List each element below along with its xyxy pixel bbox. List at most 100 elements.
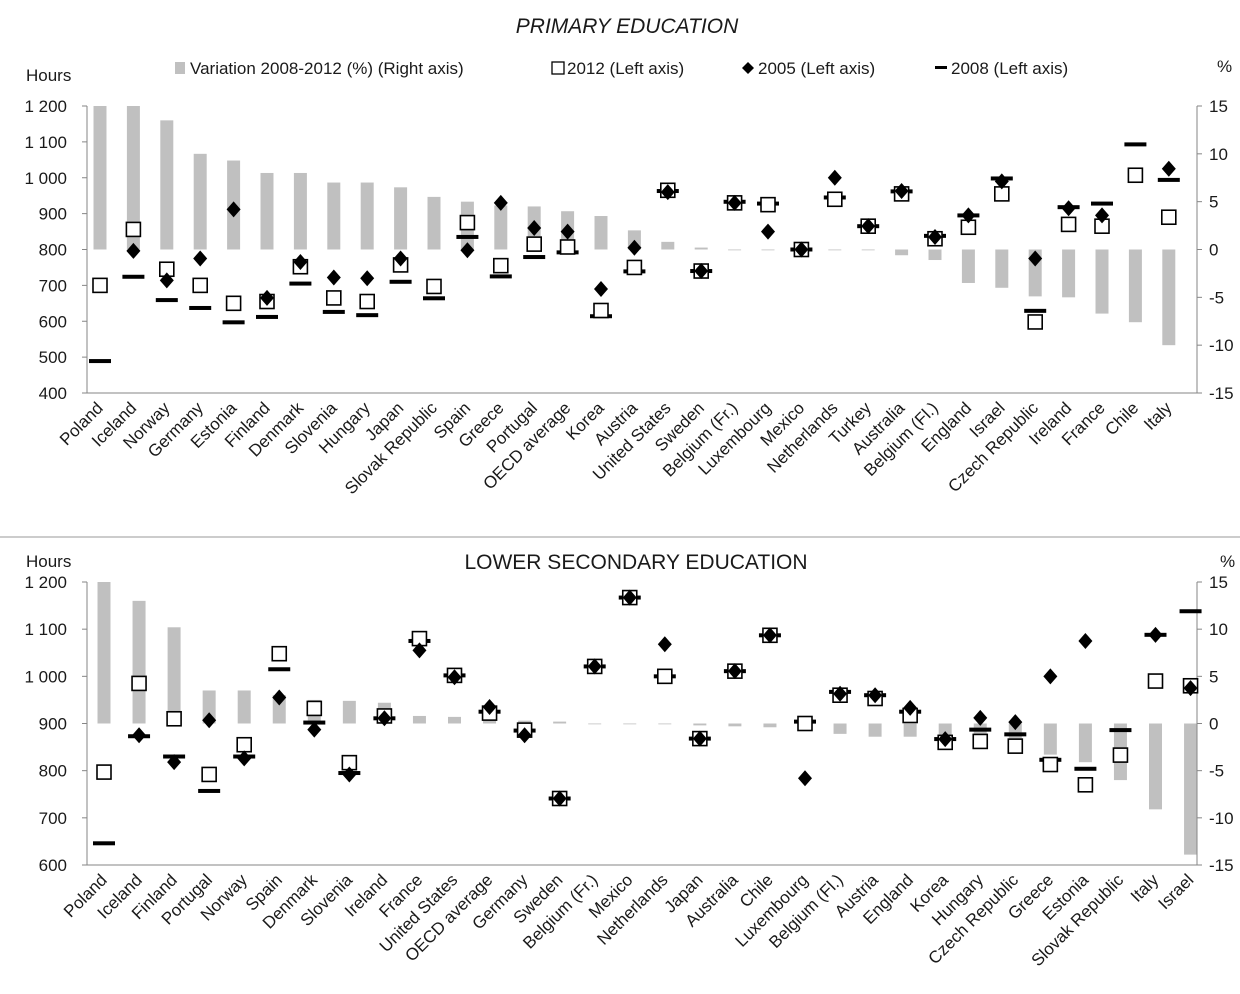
lower-square-portugal [201,766,217,783]
primary-diamond-belgium-fr [727,194,742,211]
lower-right-tick-label: -5 [1209,762,1224,781]
lower-square-norway [236,736,252,753]
primary-bar-united-states [661,241,675,250]
primary-left-tick-label: 1 000 [24,169,67,188]
lower-square-estonia [1077,777,1094,793]
primary-bar-belgium-fl [928,249,942,261]
primary-bar-israel [995,249,1009,288]
lower-bar-belgium-fr [588,723,602,725]
primary-series-square [92,167,1177,330]
lower-diamond-mexico [622,589,637,606]
primary-dash-estonia [222,320,245,325]
primary-diamond-denmark [293,254,308,271]
lower-dash-spain [268,667,291,672]
primary-diamond-england [961,207,976,224]
primary-dash-iceland [122,274,145,279]
lower-bar-united-states [448,716,461,724]
lower-series-diamond [132,589,1198,807]
primary-square-portugal [526,236,543,252]
primary-diamond-spain [460,242,475,259]
lower-diamond-japan [692,730,707,747]
primary-diamond-australia [894,183,909,200]
primary-diamond-korea [594,280,608,297]
primary-diamond-estonia [226,201,241,218]
primary-square-estonia [225,295,242,312]
lower-diamond-netherlands [657,636,672,653]
primary-dash-slovak-republic [423,296,445,301]
lower-bar-poland [97,582,111,724]
primary-diamond-mexico [794,241,809,258]
primary-diamond-israel [994,173,1009,190]
lower-dash-portugal [198,788,221,793]
lower-square-greece [1042,756,1059,773]
chart-legend: Variation 2008-2012 (%) (Right axis) 2012… [175,59,1068,78]
lower-secondary-chart-title: LOWER SECONDARY EDUCATION [464,551,807,574]
primary-bar-ireland [1062,249,1076,298]
legend-2005-left-axis-label: 2005 (Left axis) [758,59,875,78]
legend-2012-left-axis-swatch [551,61,565,75]
primary-right-tick-label: 15 [1209,97,1228,116]
lower-bar-norway [237,690,251,724]
lower-right-tick-label: 15 [1209,573,1228,592]
primary-diamond-netherlands [827,169,842,186]
primary-bar-france [1095,249,1109,314]
lower-left-tick-label: 700 [39,809,67,828]
lower-diamond-sweden [552,790,567,807]
lower-diamond-austria [868,687,883,704]
lower-diamond-chile [762,627,777,644]
lower-bar-austria [868,723,882,737]
primary-left-tick-label: 900 [39,205,67,224]
lower-dash-estonia [1074,766,1097,771]
primary-left-tick-label: 700 [39,276,67,295]
primary-dash-italy [1157,177,1180,182]
primary-square-hungary [359,293,376,310]
primary-square-chile [1127,167,1144,184]
lower-diamond-united-states [447,669,462,686]
lower-diamond-belgium-fr [587,658,602,675]
lower-diamond-france [412,642,427,659]
primary-bar-england [961,249,975,283]
lower-diamond-hungary [973,709,988,726]
primary-plot-area: 400 500 600 700 800 900 1 000 1 100 1 200 -15 -10 -… [24,97,1233,498]
primary-dash-hungary [356,313,379,318]
primary-dash-poland [89,359,111,364]
lower-diamond-slovenia [342,766,357,783]
primary-square-oecd-average [559,239,576,255]
primary-education-chart: PRIMARY EDUCATION Hours % Variation 2008… [24,15,1233,498]
lower-diamond-greece [1043,668,1058,685]
lower-diamond-czech-republic [1008,714,1023,731]
primary-diamond-slovenia [326,269,341,286]
primary-square-greece [492,257,509,274]
primary-square-luxembourg [760,196,776,213]
lower-diamond-iceland [132,727,147,744]
primary-bar-germany [193,153,207,250]
primary-square-slovenia [325,290,342,306]
lower-right-tick-label: 0 [1209,715,1218,734]
lower-dash-poland [93,841,115,846]
lower-bar-chile [763,723,777,728]
lower-left-axis-unit: Hours [26,552,71,571]
lower-bar-australia [728,723,742,727]
lower-bar-oecd-average [483,718,497,724]
primary-left-axis-unit: Hours [26,66,71,85]
primary-dash-finland [256,314,278,319]
lower-right-tick-label: 10 [1209,620,1228,639]
lower-square-hungary [972,733,989,750]
lower-diamond-italy [1148,626,1163,643]
primary-bar-netherlands [828,249,842,251]
lower-category-label-israel: Israel [1155,870,1198,913]
lower-diamond-england [903,699,918,716]
lower-bar-iceland [132,600,146,724]
primary-bar-finland [260,172,274,250]
primary-diamond-sweden [694,263,709,280]
legend-2008-left-axis-label: 2008 (Left axis) [951,59,1068,78]
lower-bar-france [412,715,426,724]
primary-dash-chile [1124,142,1147,147]
lower-diamond-norway [237,750,252,767]
primary-bar-slovak-republic [427,196,441,250]
lower-left-tick-label: 1 200 [24,573,67,592]
primary-diamond-finland [260,289,274,306]
lower-bar-greece [1043,723,1057,755]
lower-square-czech-republic [1007,738,1024,754]
legend-2005-left-axis-swatch [742,62,754,74]
